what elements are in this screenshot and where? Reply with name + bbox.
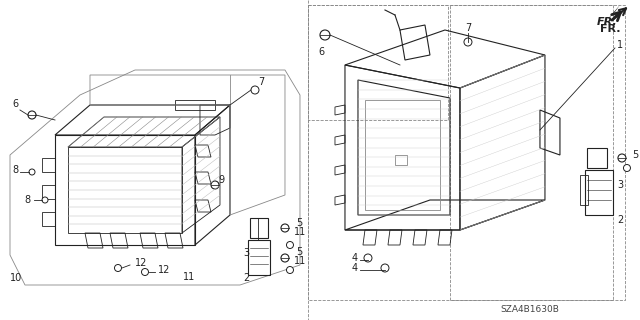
Text: 4: 4 [352, 253, 358, 263]
Circle shape [251, 86, 259, 94]
Text: 10: 10 [10, 273, 22, 283]
Text: SZA4B1630B: SZA4B1630B [500, 306, 559, 315]
Circle shape [623, 164, 630, 172]
Circle shape [618, 154, 626, 162]
Bar [248, 240, 270, 275]
Bar [585, 170, 613, 215]
Circle shape [320, 30, 330, 40]
Text: 5: 5 [296, 218, 302, 228]
Text: FR.: FR. [600, 24, 620, 34]
Circle shape [287, 242, 294, 249]
Text: 6: 6 [318, 47, 324, 57]
Bar [175, 100, 215, 110]
Text: 7: 7 [258, 77, 264, 87]
Text: 4: 4 [352, 263, 358, 273]
Circle shape [141, 268, 148, 276]
Bar [308, 5, 448, 120]
Bar [450, 5, 625, 300]
Circle shape [464, 38, 472, 46]
Text: 11: 11 [294, 227, 306, 237]
Bar [580, 175, 588, 205]
Text: 5: 5 [632, 150, 638, 160]
Bar [308, 5, 613, 300]
Text: 11: 11 [294, 256, 306, 266]
Bar [395, 155, 407, 165]
Text: 8: 8 [24, 195, 30, 205]
Circle shape [211, 181, 219, 189]
Text: 8: 8 [12, 165, 18, 175]
Polygon shape [607, 5, 620, 20]
Text: 12: 12 [158, 265, 170, 275]
Circle shape [281, 254, 289, 262]
Text: 3: 3 [243, 248, 249, 258]
Text: 7: 7 [465, 23, 471, 33]
Circle shape [29, 169, 35, 175]
Text: 6: 6 [12, 99, 18, 109]
Text: 1: 1 [617, 40, 623, 50]
Circle shape [287, 267, 294, 274]
Text: 5: 5 [296, 247, 302, 257]
Text: 9: 9 [218, 175, 224, 185]
Text: FR.: FR. [597, 17, 618, 27]
Circle shape [28, 111, 36, 119]
Text: 2: 2 [617, 215, 623, 225]
Text: 12: 12 [135, 258, 147, 268]
Circle shape [381, 264, 389, 272]
Circle shape [281, 224, 289, 232]
Text: 3: 3 [617, 180, 623, 190]
Bar [587, 148, 607, 168]
Circle shape [364, 254, 372, 262]
Text: 11: 11 [183, 272, 195, 282]
Bar [365, 100, 440, 210]
Circle shape [42, 197, 48, 203]
Text: 2: 2 [243, 273, 249, 283]
Circle shape [115, 265, 122, 271]
Bar [250, 218, 268, 238]
